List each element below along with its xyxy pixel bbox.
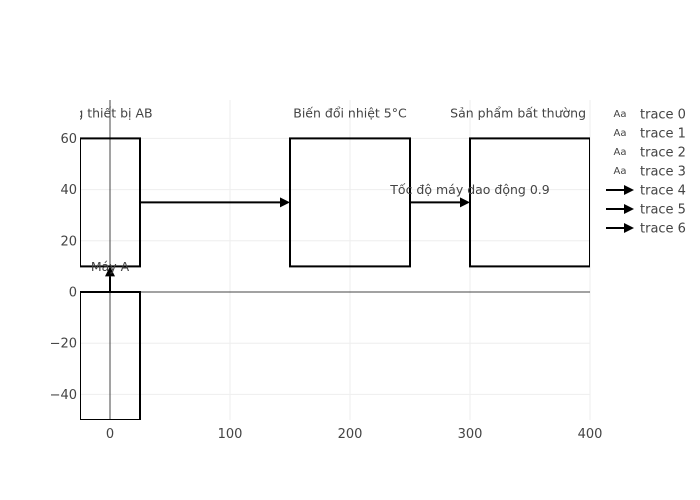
x-tick-label: 100 bbox=[218, 427, 243, 442]
legend-text-symbol: Aa bbox=[614, 109, 627, 120]
legend-label: trace 6 bbox=[640, 222, 686, 237]
grid bbox=[80, 100, 591, 420]
arrow-head bbox=[460, 197, 470, 208]
arrow-head bbox=[280, 197, 290, 208]
legend-label: trace 4 bbox=[640, 184, 686, 199]
x-tick-label: 400 bbox=[578, 427, 603, 442]
diagram-text-label: Tốc độ máy dao động 0.9 bbox=[389, 182, 549, 197]
legend-label: trace 1 bbox=[640, 127, 686, 142]
legend-item: trace 4 bbox=[606, 184, 686, 199]
y-tick-label: 0 bbox=[69, 286, 77, 301]
legend-item: trace 6 bbox=[606, 222, 686, 237]
legend-label: trace 2 bbox=[640, 146, 686, 161]
diagram-shapes bbox=[80, 137, 590, 420]
diagram-text-label: Máy A bbox=[91, 259, 130, 274]
diagram-box bbox=[469, 137, 590, 268]
y-tick-label: −40 bbox=[50, 388, 77, 403]
legend-text-symbol: Aa bbox=[614, 147, 627, 158]
y-tick-label: 20 bbox=[60, 234, 77, 249]
y-tick-label: 40 bbox=[60, 183, 77, 198]
x-tick-label: 200 bbox=[338, 427, 363, 442]
x-tick-label: 0 bbox=[106, 427, 114, 442]
legend-item: Aa trace 3 bbox=[614, 165, 686, 180]
diagram-labels: ng thiết bị AB Biến đổi nhiệt 5°C Sản phẩm… bbox=[67, 105, 610, 274]
x-tick-label: 300 bbox=[458, 427, 483, 442]
legend-arrow-icon bbox=[624, 223, 634, 233]
legend-label: trace 0 bbox=[640, 108, 686, 123]
legend-text-symbol: Aa bbox=[614, 128, 627, 139]
axis-ticks: 0 100 200 300 400 −40 −20 0 20 40 60 bbox=[50, 132, 603, 442]
y-tick-label: 60 bbox=[60, 132, 77, 147]
legend-item: Aa trace 0 bbox=[614, 108, 686, 123]
legend-arrow-icon bbox=[624, 204, 634, 214]
legend-arrow-icon bbox=[624, 185, 634, 195]
legend: Aa trace 0 Aa trace 1 Aa trace 2 Aa trace 3 trac… bbox=[606, 108, 686, 237]
diagram-text-label: Sản phẩm bất thường mâ bbox=[450, 105, 610, 120]
diagram-text-label: Biến đổi nhiệt 5°C bbox=[293, 105, 407, 120]
legend-text-symbol: Aa bbox=[614, 166, 627, 177]
legend-item: Aa trace 1 bbox=[614, 127, 686, 142]
diagram-text-label: ng thiết bị AB bbox=[67, 105, 152, 120]
legend-label: trace 5 bbox=[640, 203, 686, 218]
legend-item: Aa trace 2 bbox=[614, 146, 686, 161]
legend-label: trace 3 bbox=[640, 165, 686, 180]
y-tick-label: −20 bbox=[50, 337, 77, 352]
legend-item: trace 5 bbox=[606, 203, 686, 218]
arrow-head bbox=[105, 266, 115, 277]
